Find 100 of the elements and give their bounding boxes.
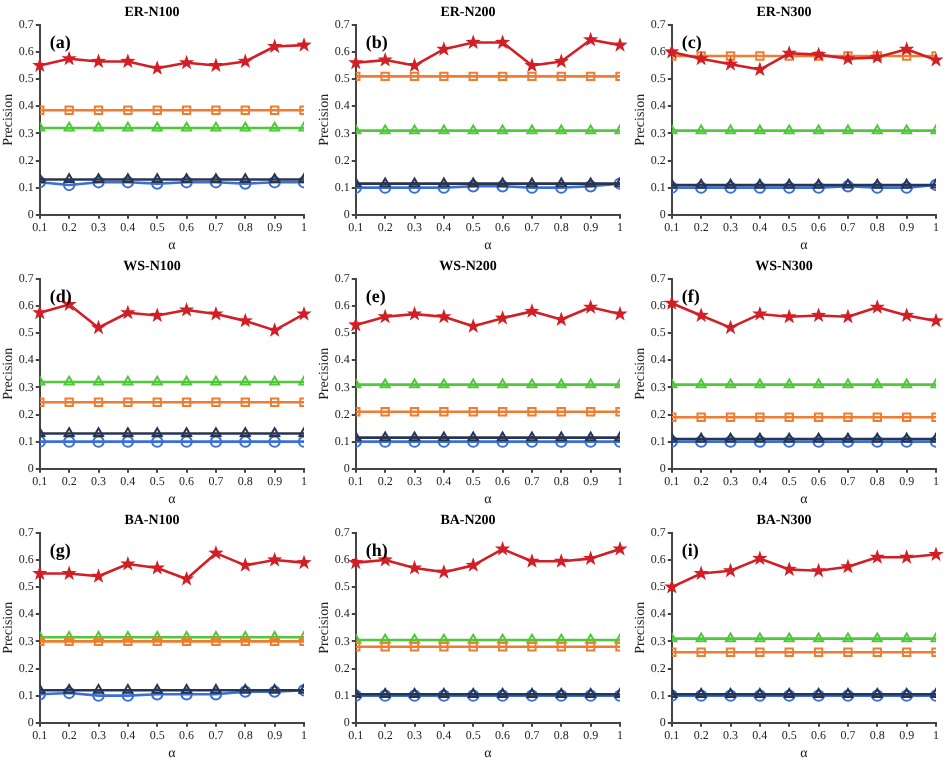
point xyxy=(208,57,224,72)
point xyxy=(693,565,709,580)
point xyxy=(497,124,509,135)
point xyxy=(843,647,853,657)
point xyxy=(467,177,479,188)
point xyxy=(211,636,221,647)
point xyxy=(438,431,450,442)
point xyxy=(585,633,597,644)
point xyxy=(813,632,825,643)
point xyxy=(901,432,913,443)
point xyxy=(810,562,827,578)
point xyxy=(694,181,708,194)
point xyxy=(696,412,706,422)
point xyxy=(377,308,393,324)
point xyxy=(90,568,107,583)
point xyxy=(267,38,283,53)
point xyxy=(928,546,944,561)
point xyxy=(813,432,825,443)
point xyxy=(901,124,913,135)
point xyxy=(526,378,538,389)
point xyxy=(467,431,479,442)
point xyxy=(901,178,913,189)
point xyxy=(724,181,737,194)
point xyxy=(409,71,420,82)
point xyxy=(496,180,509,193)
point xyxy=(725,632,737,643)
point xyxy=(379,431,391,442)
point xyxy=(93,636,104,647)
point xyxy=(842,632,854,643)
point xyxy=(900,181,913,194)
point xyxy=(269,631,281,641)
point xyxy=(754,632,766,643)
point xyxy=(438,124,450,135)
point xyxy=(211,397,221,407)
point xyxy=(93,375,105,386)
point xyxy=(583,299,599,314)
point xyxy=(151,684,163,694)
point xyxy=(842,378,854,389)
point xyxy=(348,54,364,70)
point xyxy=(348,554,364,570)
annotation: (a) xyxy=(49,32,71,53)
point xyxy=(725,412,736,422)
point xyxy=(871,181,884,194)
point xyxy=(555,124,567,135)
point xyxy=(152,636,162,647)
point xyxy=(783,178,795,189)
point xyxy=(61,565,77,580)
point xyxy=(812,435,825,448)
point xyxy=(64,105,74,115)
point xyxy=(239,631,251,641)
point xyxy=(63,121,75,132)
point xyxy=(526,124,538,135)
point xyxy=(695,378,707,389)
point xyxy=(121,435,135,448)
point xyxy=(181,173,193,184)
point xyxy=(725,647,736,657)
point xyxy=(269,105,280,115)
point xyxy=(62,686,76,700)
point xyxy=(93,121,105,132)
point xyxy=(465,34,481,49)
point xyxy=(439,71,449,82)
point xyxy=(664,295,680,310)
point xyxy=(380,642,390,652)
point xyxy=(62,435,76,448)
point xyxy=(841,435,855,448)
point xyxy=(842,124,854,135)
point xyxy=(555,633,567,644)
point xyxy=(465,557,481,572)
point xyxy=(496,435,509,448)
point xyxy=(693,307,709,322)
point xyxy=(497,407,508,417)
point xyxy=(93,105,104,115)
point xyxy=(269,397,280,407)
point xyxy=(871,435,884,448)
point xyxy=(269,427,281,438)
point xyxy=(237,557,253,572)
point xyxy=(585,378,597,389)
point xyxy=(296,37,312,52)
point xyxy=(900,435,913,448)
point xyxy=(377,52,393,67)
point xyxy=(901,51,912,61)
point xyxy=(438,378,450,389)
point xyxy=(467,180,480,193)
point xyxy=(380,71,390,82)
point xyxy=(211,105,221,115)
point xyxy=(122,173,134,184)
point xyxy=(64,397,74,407)
point xyxy=(240,397,250,407)
point xyxy=(812,181,825,194)
point xyxy=(267,322,283,337)
point xyxy=(497,71,508,82)
point xyxy=(239,173,251,184)
point xyxy=(468,642,478,652)
point xyxy=(696,51,706,61)
point xyxy=(755,647,765,657)
point xyxy=(899,41,915,56)
point xyxy=(612,541,628,556)
point xyxy=(123,105,133,115)
point xyxy=(63,375,75,386)
point xyxy=(409,124,421,135)
